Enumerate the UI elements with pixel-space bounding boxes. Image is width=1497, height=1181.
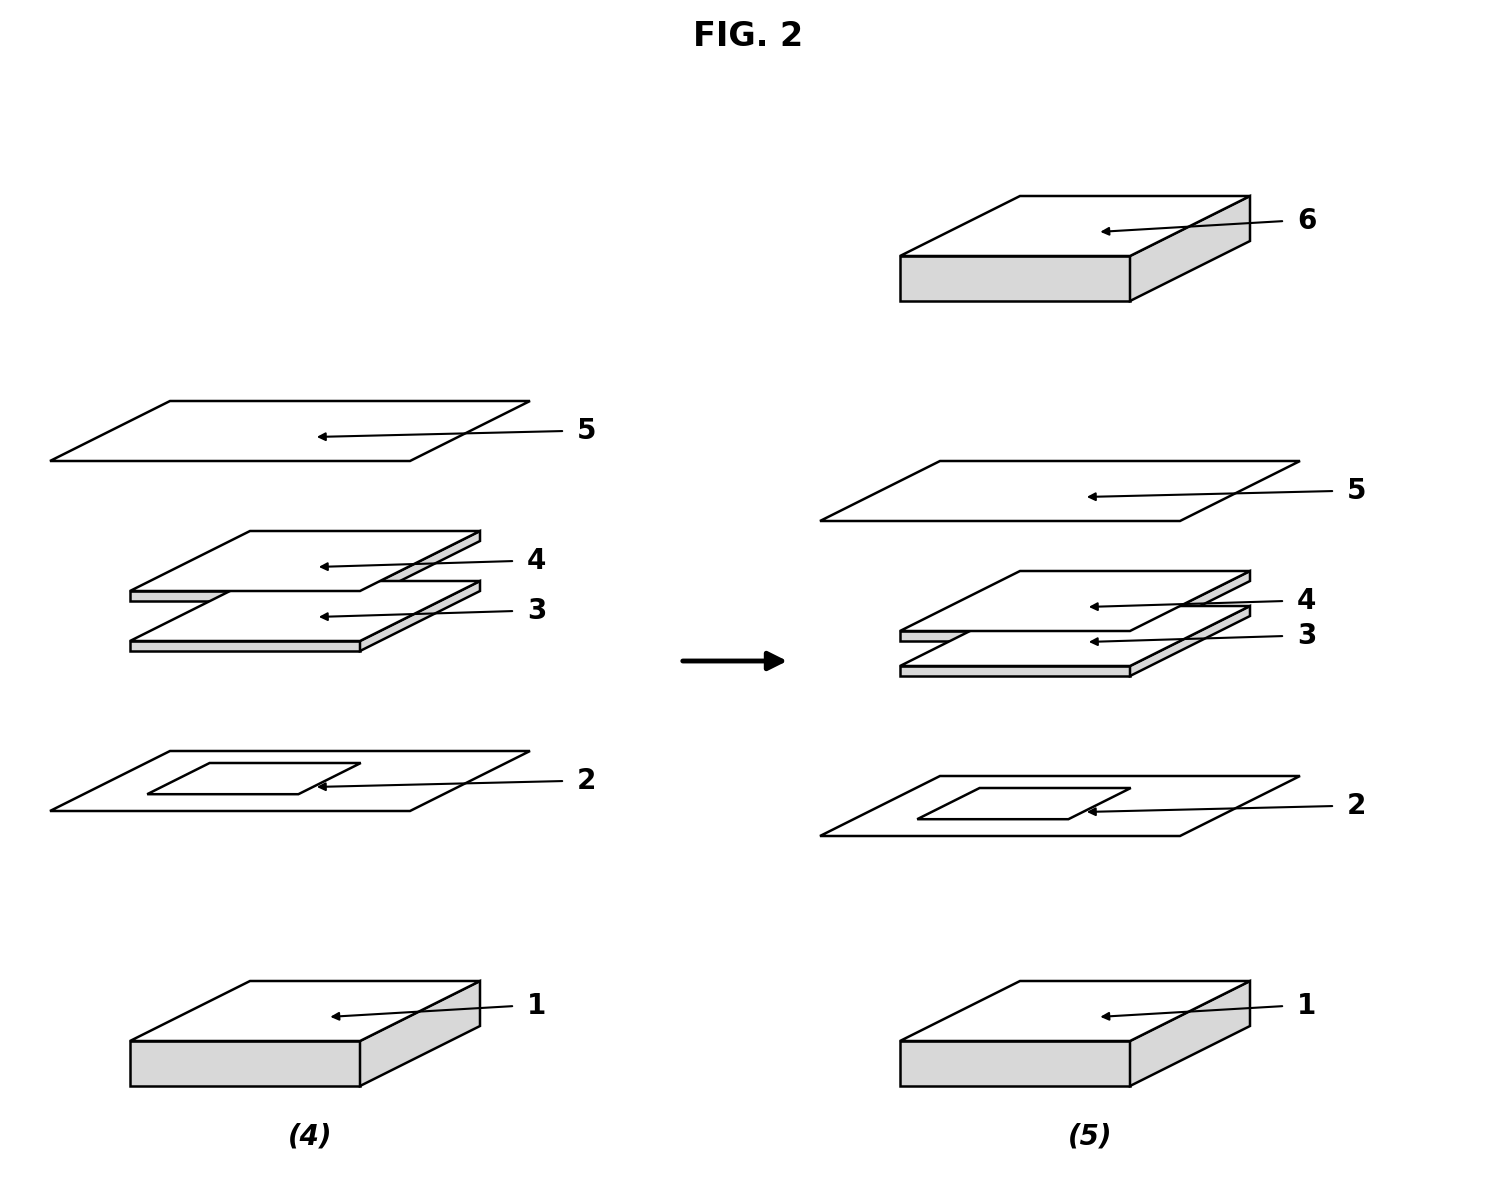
Polygon shape	[130, 981, 481, 1040]
Polygon shape	[359, 981, 481, 1087]
Polygon shape	[130, 581, 481, 641]
Polygon shape	[1130, 570, 1250, 641]
Polygon shape	[918, 788, 1130, 820]
Polygon shape	[900, 606, 1250, 666]
Text: 3: 3	[1296, 622, 1316, 650]
Text: 6: 6	[1296, 207, 1316, 235]
Polygon shape	[900, 631, 1130, 641]
Polygon shape	[147, 763, 361, 794]
Polygon shape	[1130, 606, 1250, 676]
Polygon shape	[49, 751, 530, 811]
Text: 2: 2	[1347, 792, 1367, 820]
Polygon shape	[900, 1040, 1130, 1087]
Text: FIG. 2: FIG. 2	[693, 20, 802, 52]
Text: 1: 1	[527, 992, 546, 1020]
Polygon shape	[900, 666, 1130, 676]
Text: 5: 5	[576, 417, 596, 445]
Text: 4: 4	[1296, 587, 1316, 615]
Polygon shape	[130, 1040, 359, 1087]
Polygon shape	[49, 402, 530, 461]
Polygon shape	[900, 570, 1250, 631]
Polygon shape	[820, 461, 1299, 521]
Polygon shape	[359, 531, 481, 601]
Text: 2: 2	[576, 766, 596, 795]
Text: 1: 1	[1296, 992, 1316, 1020]
Text: 4: 4	[527, 547, 546, 575]
Polygon shape	[130, 531, 481, 590]
Polygon shape	[820, 776, 1299, 836]
Polygon shape	[1130, 196, 1250, 301]
Polygon shape	[900, 981, 1250, 1040]
Text: (5): (5)	[1067, 1122, 1112, 1150]
Text: (4): (4)	[287, 1122, 332, 1150]
Polygon shape	[900, 196, 1250, 256]
Polygon shape	[130, 641, 359, 651]
Polygon shape	[1130, 981, 1250, 1087]
Polygon shape	[900, 256, 1130, 301]
Polygon shape	[359, 581, 481, 651]
Polygon shape	[130, 590, 359, 601]
Text: 5: 5	[1347, 477, 1367, 505]
Text: 3: 3	[527, 598, 546, 625]
